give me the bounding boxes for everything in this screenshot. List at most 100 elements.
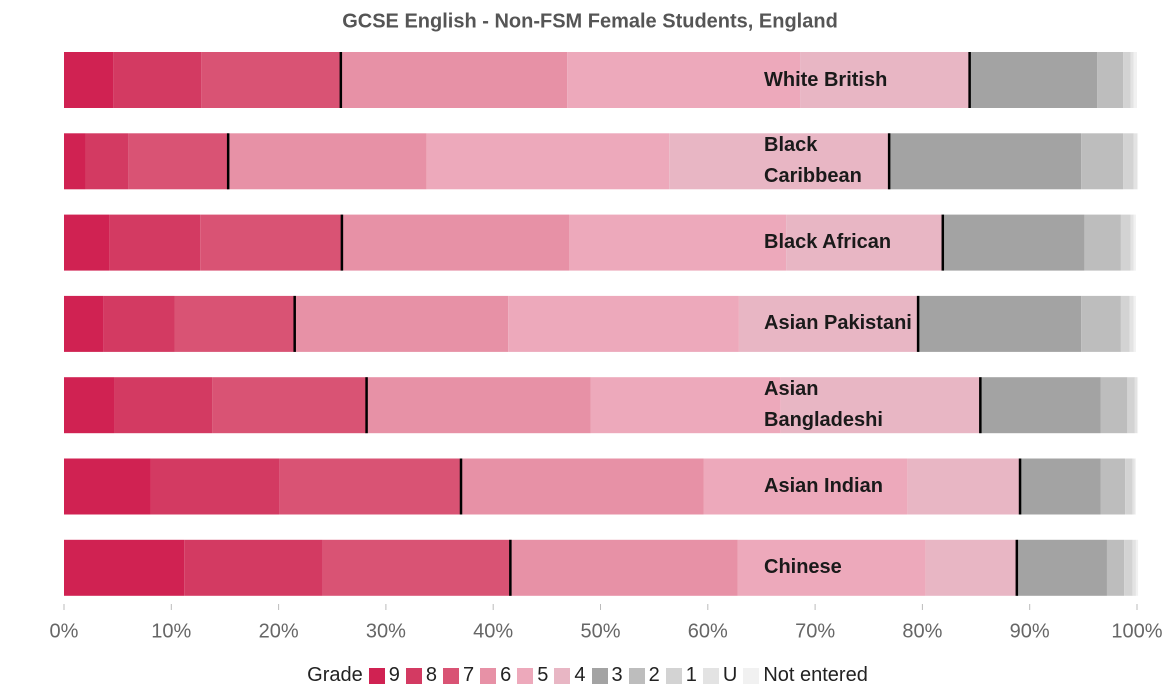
legend-label: 8 — [425, 664, 437, 686]
bar-segment — [1134, 458, 1136, 515]
bar-segment — [85, 133, 129, 190]
legend-swatch — [554, 667, 571, 684]
x-tick-label: 40% — [473, 620, 513, 642]
category-label: Asian Indian — [764, 475, 883, 497]
bar-segment — [201, 52, 341, 108]
legend-swatch — [517, 667, 534, 684]
bar-segment — [64, 52, 114, 108]
bar-segment — [569, 214, 787, 271]
legend-swatch — [480, 667, 497, 684]
legend-swatch — [665, 667, 682, 684]
bar-segment — [1137, 133, 1139, 190]
bar-segment — [1133, 214, 1136, 271]
category-label: Chinese — [764, 556, 842, 579]
legend-label: U — [722, 664, 738, 686]
x-tick-label: 100% — [1111, 620, 1162, 642]
bar-segment — [1127, 377, 1135, 434]
bar-segment — [918, 295, 1082, 352]
bar-segment — [1133, 295, 1136, 352]
bar-segment — [942, 214, 1085, 271]
bar-segment — [64, 214, 110, 271]
legend-swatch — [628, 667, 645, 684]
bar-segment — [1124, 539, 1133, 596]
legend-label: 7 — [463, 664, 475, 686]
legend-label: 2 — [648, 664, 660, 686]
legend-label: Not entered — [763, 664, 868, 686]
bar-segment — [294, 295, 509, 352]
legend-swatch — [591, 667, 608, 684]
x-tick-label: 70% — [795, 620, 835, 642]
bar-segment — [703, 458, 908, 515]
bar-segment — [1020, 458, 1101, 515]
bar-segment — [1135, 539, 1139, 596]
bar-segment — [1123, 133, 1134, 190]
bar-segment — [64, 133, 86, 190]
bar-segment — [426, 133, 670, 190]
bar-segment — [1084, 214, 1121, 271]
bar-segment — [1100, 377, 1128, 434]
bar-segment — [114, 377, 213, 434]
category-label: Asian Bangladeshi — [764, 378, 883, 432]
legend: Grade 9 8 7 6 5 4 3 2 1 U Not entered — [0, 664, 1175, 687]
bar-segment — [109, 214, 201, 271]
bar-segment — [366, 377, 591, 434]
bar-segment — [1132, 539, 1136, 596]
x-tick-label: 60% — [688, 620, 728, 642]
legend-swatch — [368, 667, 385, 684]
bar-segment — [737, 539, 926, 596]
bar-segment — [1097, 52, 1124, 108]
bar-segment — [64, 295, 104, 352]
bar-segment — [103, 295, 175, 352]
bar-segment — [341, 214, 570, 271]
legend-label: 3 — [611, 664, 623, 686]
x-tick-label: 50% — [580, 620, 620, 642]
x-tick-label: 30% — [366, 620, 406, 642]
bar-segment — [1137, 377, 1139, 434]
bar-segment — [200, 214, 342, 271]
legend-title: Grade — [307, 664, 363, 686]
category-label: Asian Pakistani — [764, 312, 912, 335]
bar-segment — [1130, 52, 1134, 108]
bar-segment — [184, 539, 323, 596]
bar-segment — [174, 295, 295, 352]
bar-segment — [64, 539, 185, 596]
bar-segment — [1081, 133, 1124, 190]
legend-label: 9 — [388, 664, 400, 686]
legend-swatch — [443, 667, 459, 684]
bar-segment — [786, 214, 943, 271]
bar-segment — [128, 133, 229, 190]
bar-segment — [1125, 458, 1133, 515]
bar-segment — [780, 377, 981, 434]
bar-segment — [669, 133, 890, 190]
bar-segment — [1106, 539, 1125, 596]
bar-segment — [340, 52, 568, 108]
x-tick-label: 90% — [1010, 620, 1050, 642]
bar-segment — [461, 458, 704, 515]
bar-segment — [150, 458, 280, 515]
bar-segment — [510, 539, 738, 596]
bar-segment — [1100, 458, 1126, 515]
bar-segment — [508, 295, 739, 352]
bar-segment — [590, 377, 781, 434]
legend-label: 6 — [500, 664, 512, 686]
chart-title: GCSE English - Non-FSM Female Students, … — [342, 10, 838, 32]
bar-segment — [800, 52, 970, 108]
legend-swatch — [405, 667, 422, 684]
bar-segment — [907, 458, 1021, 515]
category-label: Black Caribbean — [764, 134, 862, 188]
bar-segment — [228, 133, 427, 190]
bar-segment — [980, 377, 1101, 434]
category-label: Black African — [764, 231, 892, 254]
legend-swatch — [743, 667, 760, 684]
bar-segment — [64, 377, 115, 434]
x-tick-label: 20% — [259, 620, 299, 642]
bar-segment — [1123, 52, 1131, 108]
bar-segment — [1081, 295, 1121, 352]
bar-segment — [1132, 458, 1135, 515]
bar-segment — [279, 458, 462, 515]
bar-segment — [1133, 133, 1137, 190]
x-tick-label: 10% — [151, 620, 191, 642]
legend-swatch — [702, 667, 719, 684]
